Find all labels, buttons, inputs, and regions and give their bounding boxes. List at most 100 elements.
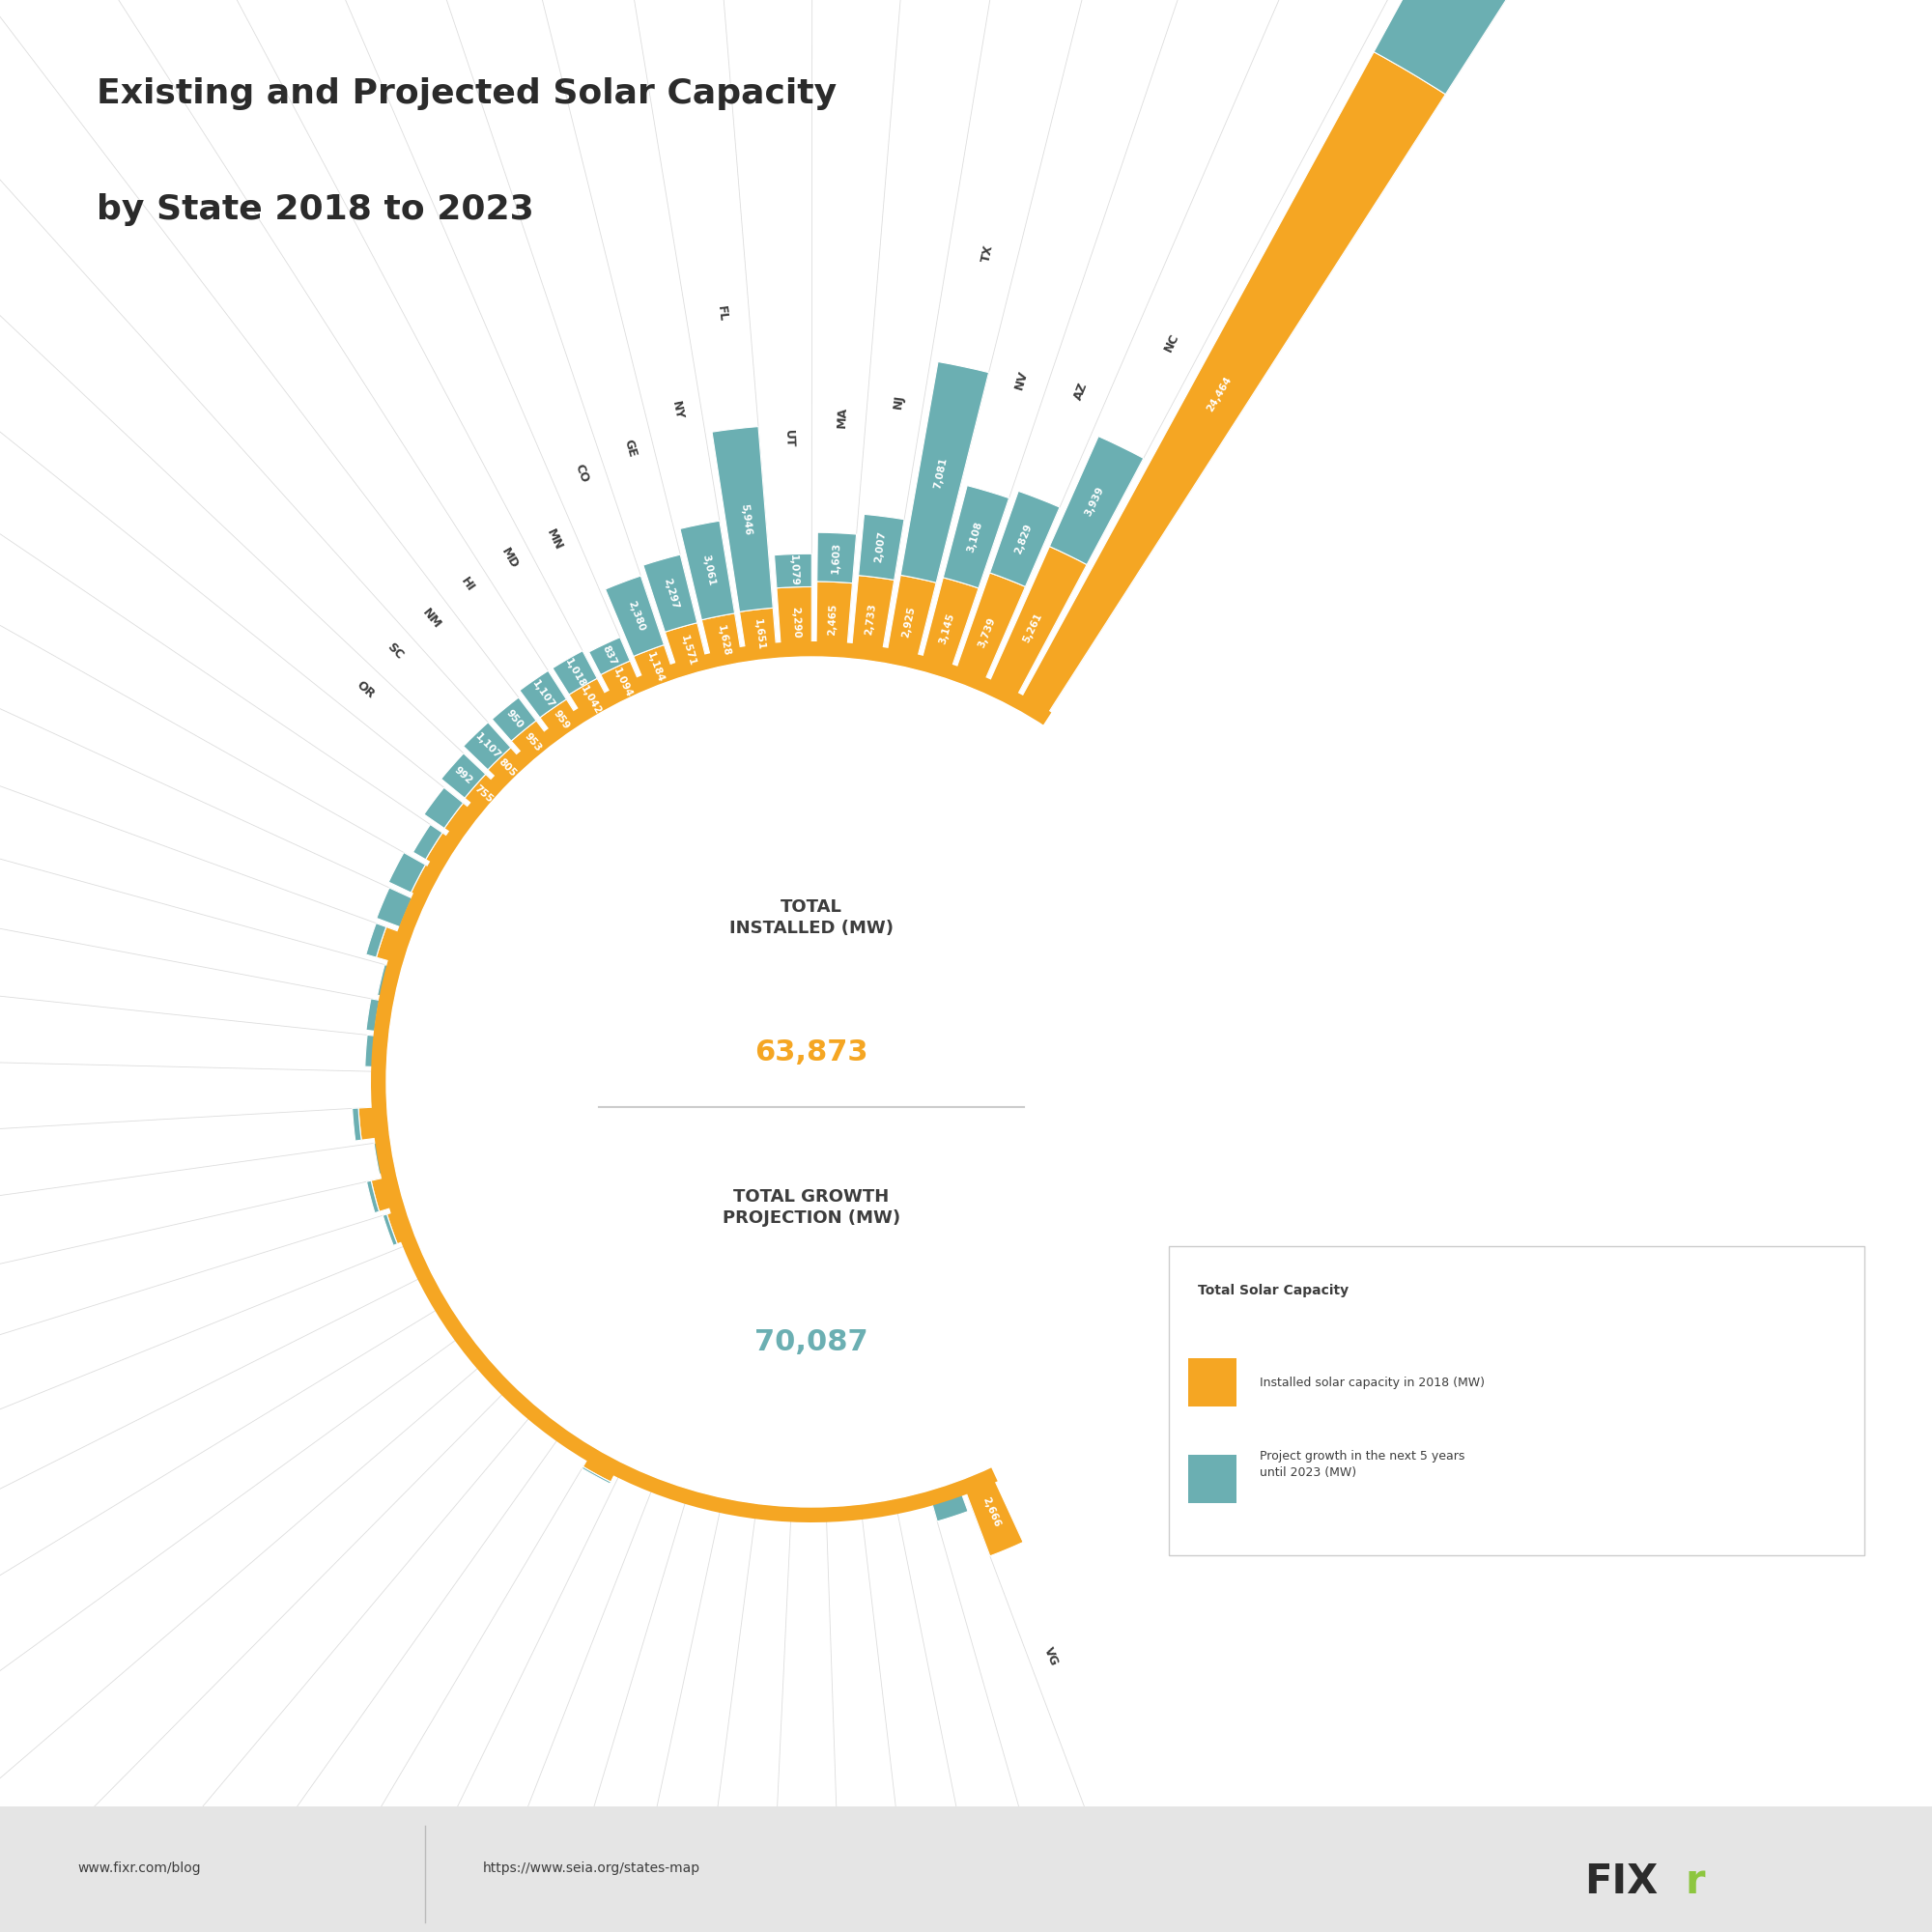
Text: 950: 950 bbox=[504, 709, 526, 730]
Text: MA: MA bbox=[837, 406, 850, 429]
Wedge shape bbox=[371, 641, 1051, 1522]
Wedge shape bbox=[570, 678, 612, 721]
Wedge shape bbox=[412, 866, 440, 900]
Wedge shape bbox=[962, 1468, 1024, 1555]
FancyBboxPatch shape bbox=[0, 1806, 1932, 1932]
Wedge shape bbox=[386, 1208, 415, 1244]
Wedge shape bbox=[562, 1428, 591, 1449]
Wedge shape bbox=[442, 1304, 464, 1331]
Wedge shape bbox=[929, 1482, 968, 1520]
Wedge shape bbox=[520, 670, 566, 717]
Text: 7,081: 7,081 bbox=[933, 456, 949, 489]
Wedge shape bbox=[410, 1240, 429, 1271]
FancyBboxPatch shape bbox=[1188, 1455, 1236, 1503]
Text: www.fixr.com/blog: www.fixr.com/blog bbox=[77, 1862, 201, 1874]
Text: 1,603: 1,603 bbox=[831, 541, 842, 574]
Wedge shape bbox=[383, 1213, 398, 1246]
Wedge shape bbox=[740, 609, 777, 663]
Text: https://www.seia.org/states-map: https://www.seia.org/states-map bbox=[483, 1862, 701, 1874]
Text: 2,297: 2,297 bbox=[663, 578, 680, 611]
Text: SC: SC bbox=[384, 639, 406, 661]
Wedge shape bbox=[400, 898, 425, 931]
Wedge shape bbox=[653, 1484, 684, 1495]
Text: 5,946: 5,946 bbox=[740, 502, 752, 535]
Text: 1,184: 1,184 bbox=[645, 651, 665, 684]
Wedge shape bbox=[423, 788, 464, 829]
Text: 2,733: 2,733 bbox=[864, 603, 877, 636]
Text: TOTAL GROWTH
PROJECTION (MW): TOTAL GROWTH PROJECTION (MW) bbox=[723, 1188, 900, 1227]
Wedge shape bbox=[860, 1499, 891, 1505]
Wedge shape bbox=[1374, 0, 1689, 95]
Wedge shape bbox=[900, 361, 989, 583]
Wedge shape bbox=[701, 612, 742, 668]
Text: VG: VG bbox=[1041, 1644, 1061, 1667]
Wedge shape bbox=[464, 723, 510, 769]
Wedge shape bbox=[531, 1414, 556, 1435]
Wedge shape bbox=[425, 833, 460, 869]
Text: NY: NY bbox=[668, 400, 686, 421]
Wedge shape bbox=[462, 1333, 483, 1360]
Wedge shape bbox=[952, 572, 1026, 692]
Wedge shape bbox=[1014, 52, 1445, 724]
Wedge shape bbox=[553, 651, 597, 696]
Text: NM: NM bbox=[419, 607, 444, 632]
Circle shape bbox=[386, 657, 1236, 1507]
Wedge shape bbox=[413, 825, 442, 860]
Text: 992: 992 bbox=[452, 765, 475, 786]
Wedge shape bbox=[359, 1107, 390, 1140]
Wedge shape bbox=[634, 645, 676, 690]
Wedge shape bbox=[601, 661, 643, 705]
Wedge shape bbox=[688, 1490, 719, 1503]
Wedge shape bbox=[375, 1001, 394, 1034]
Wedge shape bbox=[929, 1482, 956, 1492]
Wedge shape bbox=[757, 1503, 786, 1509]
Wedge shape bbox=[408, 1244, 423, 1273]
Wedge shape bbox=[377, 964, 394, 997]
Wedge shape bbox=[466, 1331, 487, 1358]
Text: TX: TX bbox=[980, 243, 995, 263]
Text: 805: 805 bbox=[497, 757, 518, 779]
Bar bbox=[1169, 1246, 1864, 1555]
Wedge shape bbox=[895, 1492, 923, 1499]
Text: 2,829: 2,829 bbox=[1012, 522, 1034, 556]
Wedge shape bbox=[858, 514, 904, 580]
Text: 1,107: 1,107 bbox=[473, 732, 502, 761]
Text: 70,087: 70,087 bbox=[755, 1329, 867, 1356]
Text: 1,107: 1,107 bbox=[529, 678, 556, 711]
FancyBboxPatch shape bbox=[1188, 1358, 1236, 1406]
Text: Existing and Projected Solar Capacity: Existing and Projected Solar Capacity bbox=[97, 77, 837, 110]
Wedge shape bbox=[723, 1501, 752, 1507]
Text: 3,108: 3,108 bbox=[966, 520, 983, 554]
Wedge shape bbox=[352, 1109, 361, 1142]
Wedge shape bbox=[815, 582, 852, 659]
Wedge shape bbox=[605, 576, 665, 657]
Text: FL: FL bbox=[715, 305, 728, 323]
Text: NC: NC bbox=[1163, 332, 1182, 354]
Wedge shape bbox=[895, 1492, 923, 1499]
Text: by State 2018 to 2023: by State 2018 to 2023 bbox=[97, 193, 533, 226]
Wedge shape bbox=[885, 576, 937, 670]
Text: AZ: AZ bbox=[1072, 381, 1090, 402]
Wedge shape bbox=[643, 554, 697, 632]
Wedge shape bbox=[680, 522, 734, 620]
Text: FIX: FIX bbox=[1584, 1862, 1658, 1901]
Text: 1,042: 1,042 bbox=[580, 684, 603, 717]
Wedge shape bbox=[723, 1497, 753, 1507]
Text: 2,925: 2,925 bbox=[900, 607, 918, 639]
Wedge shape bbox=[983, 547, 1088, 707]
Wedge shape bbox=[562, 1434, 587, 1451]
Text: 1,094: 1,094 bbox=[611, 667, 634, 699]
Text: 2,007: 2,007 bbox=[873, 531, 887, 564]
Text: UT: UT bbox=[782, 429, 796, 448]
Wedge shape bbox=[989, 491, 1061, 587]
Wedge shape bbox=[419, 1277, 439, 1306]
Wedge shape bbox=[943, 485, 1009, 587]
Wedge shape bbox=[1049, 437, 1144, 564]
Wedge shape bbox=[367, 1180, 379, 1213]
Text: CO: CO bbox=[572, 462, 591, 485]
Wedge shape bbox=[379, 1140, 396, 1173]
Wedge shape bbox=[479, 1366, 502, 1391]
Wedge shape bbox=[777, 587, 811, 659]
Wedge shape bbox=[512, 721, 554, 763]
Wedge shape bbox=[377, 887, 412, 927]
